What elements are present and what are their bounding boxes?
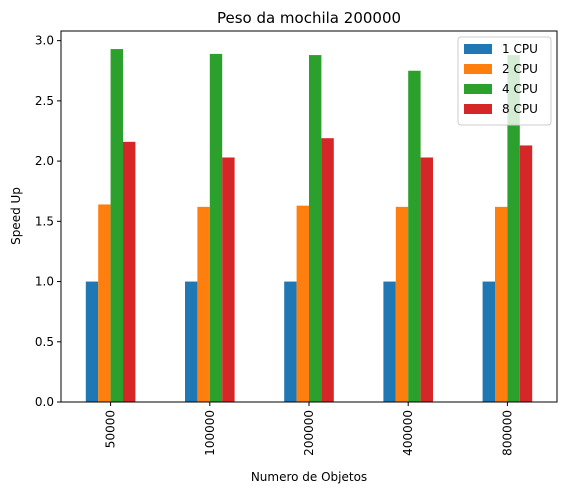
bar-1-cpu-50000 (86, 282, 98, 402)
x-tick-label: 400000 (401, 410, 415, 456)
bar-1-cpu-400000 (383, 282, 395, 402)
legend-label-2-cpu: 2 CPU (502, 62, 538, 76)
bar-4-cpu-50000 (111, 49, 123, 402)
bar-8-cpu-50000 (123, 142, 135, 402)
bar-8-cpu-100000 (222, 157, 234, 402)
x-axis: 50000 100000 200000 400000 800000 (104, 402, 515, 456)
bar-2-cpu-100000 (197, 207, 209, 402)
legend-label-1-cpu: 1 CPU (502, 42, 538, 56)
y-tick-label: 1.0 (35, 275, 54, 289)
y-tick-label: 3.0 (35, 34, 54, 48)
legend-swatch-8-cpu (464, 104, 492, 114)
bar-2-cpu-200000 (297, 206, 309, 402)
legend-label-8-cpu: 8 CPU (502, 102, 538, 116)
bar-4-cpu-100000 (210, 54, 222, 402)
y-axis-label: Speed Up (9, 187, 23, 245)
bar-1-cpu-800000 (483, 282, 495, 402)
x-axis-label: Numero de Objetos (251, 470, 367, 484)
legend-label-4-cpu: 4 CPU (502, 82, 538, 96)
bar-1-cpu-100000 (185, 282, 197, 402)
x-tick-label: 100000 (203, 410, 217, 456)
legend-swatch-4-cpu (464, 84, 492, 94)
x-tick-label: 800000 (500, 410, 514, 456)
chart-title: Peso da mochila 200000 (217, 9, 401, 27)
bar-8-cpu-800000 (520, 145, 532, 402)
y-tick-label: 0.5 (35, 335, 54, 349)
bar-1-cpu-200000 (284, 282, 296, 402)
y-tick-label: 0.0 (35, 395, 54, 409)
bar-2-cpu-400000 (396, 207, 408, 402)
y-tick-label: 2.5 (35, 94, 54, 108)
bar-4-cpu-400000 (408, 71, 420, 402)
y-axis: 0.0 0.5 1.0 1.5 2.0 2.5 3.0 (35, 34, 61, 409)
bar-8-cpu-200000 (321, 138, 333, 402)
legend-swatch-2-cpu (464, 64, 492, 74)
y-tick-label: 2.0 (35, 154, 54, 168)
bar-8-cpu-400000 (421, 157, 433, 402)
bar-2-cpu-800000 (495, 207, 507, 402)
legend: 1 CPU 2 CPU 4 CPU 8 CPU (458, 37, 551, 125)
bar-4-cpu-200000 (309, 55, 321, 402)
legend-swatch-1-cpu (464, 44, 492, 54)
x-tick-label: 50000 (104, 410, 118, 448)
bar-2-cpu-50000 (98, 204, 110, 402)
y-tick-label: 1.5 (35, 214, 54, 228)
x-tick-label: 200000 (302, 410, 316, 456)
